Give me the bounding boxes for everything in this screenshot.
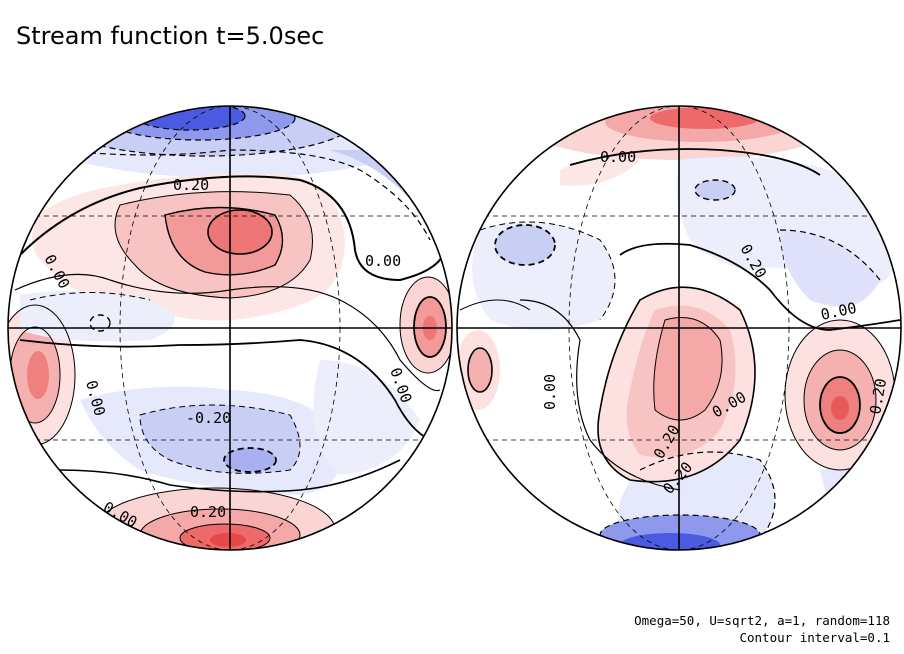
figure-footer: Omega=50, U=sqrt2, a=1, random=118 Conto… <box>634 612 890 646</box>
axes-left <box>8 106 452 550</box>
hemisphere-outline-left <box>7 105 453 551</box>
parameters-text: Omega=50, U=sqrt2, a=1, random=118 <box>634 613 890 628</box>
contour-label: 0.20 <box>173 176 209 194</box>
contour-label: -0.20 <box>186 409 231 427</box>
contour-label: 0.00 <box>600 148 636 166</box>
contour-lines-right <box>459 148 901 491</box>
contour-label: 0.00 <box>365 252 401 270</box>
contour-interval-text: Contour interval=0.1 <box>739 630 890 645</box>
contour-labels-left: 0.20 0.00 0.00 0.00 -0.20 0.00 0.20 0.00 <box>40 176 415 532</box>
positive-region-center <box>598 287 755 482</box>
plot-title: Stream function t=5.0sec <box>16 22 325 50</box>
left-hemisphere: 0.20 0.00 0.00 0.00 -0.20 0.00 0.20 0.00 <box>7 105 453 551</box>
positive-region-west <box>457 330 500 410</box>
contour-label: 0.00 <box>541 374 559 410</box>
contour-label: 0.20 <box>190 503 226 521</box>
negative-regions <box>472 156 900 550</box>
hemisphere-outline-right <box>456 105 902 551</box>
right-hemisphere: 0.00 0.20 0.00 0.00 0.00 0.20 0.20 0.20 <box>456 105 902 551</box>
axes-right <box>457 106 901 550</box>
contour-label: 0.20 <box>866 377 890 416</box>
